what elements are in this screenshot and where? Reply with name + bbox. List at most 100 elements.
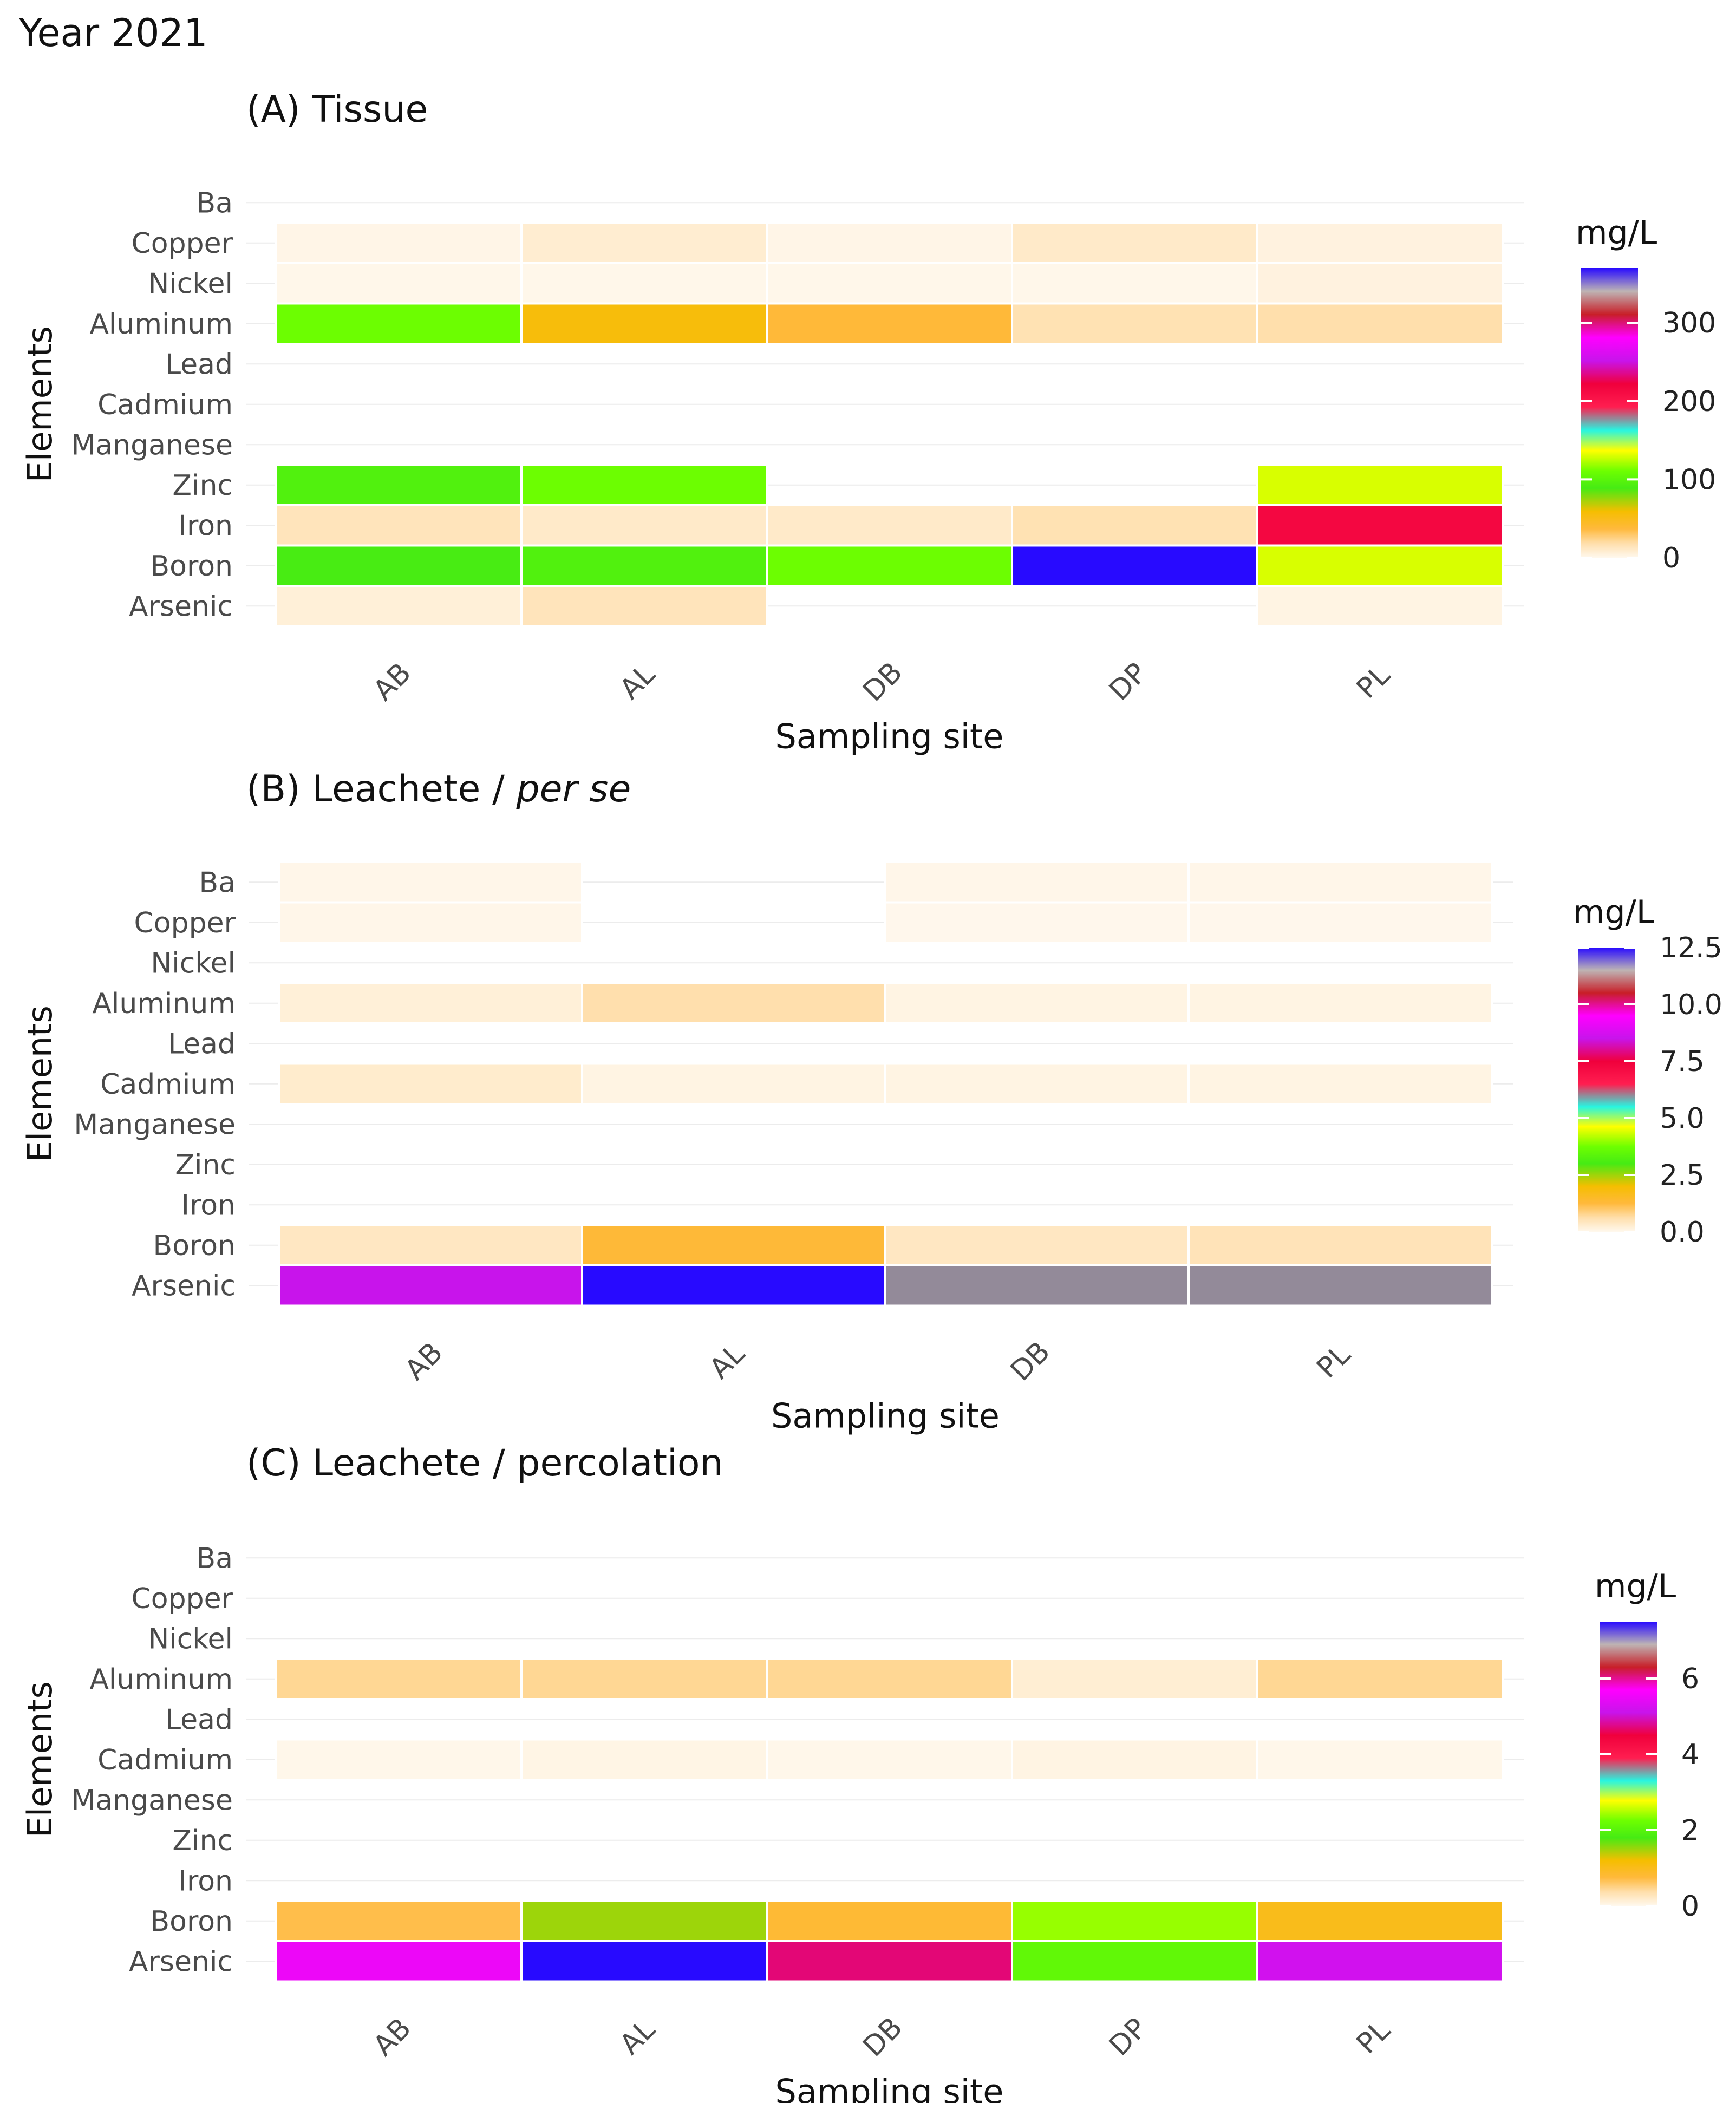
- y-axis-label: Elements: [20, 1681, 60, 1838]
- heatmap-cell-aluminum-pl: [1187, 982, 1493, 1024]
- heatmap-cell-copper-ab: [278, 901, 583, 944]
- y-tick-label: Arsenic: [132, 1270, 236, 1302]
- legend-title: mg/L: [1573, 893, 1655, 931]
- heatmap-panel-0: (A) Tissue Ba Copper Nickel Aluminum Lead Cadm…: [20, 88, 1716, 756]
- heatmap-cell-aluminum-ab: [275, 302, 523, 345]
- legend-tick-label: 6: [1681, 1663, 1699, 1695]
- heatmap-cell-arsenic-ab: [275, 585, 523, 628]
- legend-tick-label: 10.0: [1660, 989, 1722, 1021]
- heatmap-cell-arsenic-pl: [1256, 585, 1504, 628]
- legend-tick-label: 5.0: [1660, 1102, 1705, 1135]
- heatmap-cell-aluminum-db: [766, 1657, 1013, 1700]
- x-tick-label: AL: [614, 658, 661, 706]
- legend-tick-label: 200: [1662, 386, 1716, 418]
- x-tick-label: AB: [367, 2012, 417, 2062]
- heatmap-cell-arsenic-db: [884, 1264, 1190, 1307]
- heatmap-cell-copper-pl: [1187, 901, 1493, 944]
- heatmap-cell-boron-ab: [275, 544, 523, 587]
- heatmap-cell-boron-db: [884, 1224, 1190, 1266]
- heatmap-cell-aluminum-dp: [1011, 1657, 1258, 1700]
- x-tick-label: DB: [857, 2011, 909, 2063]
- legend: mg/L 0 2 4 6: [1595, 1568, 1699, 1923]
- heatmap-cell-nickel-dp: [1011, 262, 1258, 305]
- heatmap-cell-copper-pl: [1256, 221, 1504, 264]
- legend-tick-label: 300: [1662, 307, 1716, 339]
- x-axis-label: Sampling site: [775, 717, 1004, 756]
- legend-tick-label: 12.5: [1660, 932, 1722, 964]
- heatmap-cell-aluminum-ab: [275, 1657, 523, 1700]
- legend-colorbar: [1581, 268, 1638, 558]
- y-tick-label: Zinc: [172, 1825, 233, 1857]
- heatmap-cell-boron-dp: [1011, 1899, 1258, 1942]
- heatmap-cell-boron-al: [581, 1224, 886, 1266]
- x-tick-label: AB: [367, 657, 417, 707]
- heatmap-cell-boron-db: [766, 1899, 1013, 1942]
- x-tick-label: AL: [614, 2013, 661, 2061]
- heatmap-cell-arsenic-pl: [1256, 1940, 1504, 1983]
- heatmap-cell-copper-dp: [1011, 221, 1258, 264]
- legend-tick-label: 2.5: [1660, 1159, 1705, 1192]
- legend-colorbar: [1600, 1622, 1657, 1906]
- legend-colorbar: [1578, 948, 1635, 1232]
- x-axis-label: Sampling site: [771, 1396, 1000, 1436]
- legend: mg/L 0.0 2.5 5.0 7.5 10.0 12.5: [1573, 893, 1722, 1249]
- heatmap-cell-aluminum-db: [766, 302, 1013, 345]
- heatmap-cell-ba-db: [884, 861, 1190, 904]
- heatmap-cell-zinc-al: [520, 463, 768, 506]
- heatmap-cell-cadmium-pl: [1187, 1062, 1493, 1105]
- y-tick-label: Arsenic: [129, 1945, 233, 1978]
- y-tick-label: Nickel: [148, 1623, 233, 1655]
- y-tick-label: Aluminum: [89, 308, 233, 341]
- y-tick-label: Zinc: [172, 469, 233, 502]
- y-tick-label: Lead: [168, 1028, 236, 1060]
- heatmap-cell-aluminum-db: [884, 982, 1190, 1024]
- y-tick-label: Zinc: [175, 1149, 236, 1181]
- y-tick-label: Manganese: [71, 429, 233, 461]
- heatmap-cell-arsenic-ab: [275, 1940, 523, 1983]
- heatmap-cell-cadmium-al: [520, 1738, 768, 1781]
- y-axis-label: Elements: [20, 1005, 60, 1162]
- y-tick-label: Nickel: [151, 947, 236, 979]
- y-tick-label: Iron: [179, 1865, 233, 1897]
- heatmap-cell-zinc-ab: [275, 463, 523, 506]
- legend-tick-label: 0: [1662, 542, 1680, 574]
- x-tick-label: AL: [703, 1337, 751, 1385]
- x-tick-label: DB: [857, 656, 909, 708]
- panel-title: (A) Tissue: [246, 88, 428, 131]
- heatmap-cell-copper-db: [766, 221, 1013, 264]
- heatmap-cell-iron-db: [766, 504, 1013, 547]
- heatmap-cell-nickel-pl: [1256, 262, 1504, 305]
- y-tick-label: Aluminum: [89, 1663, 233, 1696]
- heatmap-cell-iron-pl: [1256, 504, 1504, 547]
- y-tick-label: Manganese: [71, 1784, 233, 1817]
- x-tick-label: AB: [399, 1336, 449, 1387]
- heatmap-cell-boron-dp: [1011, 544, 1258, 587]
- x-axis-label: Sampling site: [775, 2072, 1004, 2103]
- y-tick-label: Ba: [199, 866, 236, 899]
- heatmap-cell-aluminum-al: [520, 1657, 768, 1700]
- panel-title: (C) Leachete / percolation: [246, 1442, 723, 1485]
- y-tick-label: Boron: [151, 550, 233, 583]
- heatmap-cell-cadmium-al: [581, 1062, 886, 1105]
- heatmap-cell-boron-pl: [1187, 1224, 1493, 1266]
- heatmap-cell-arsenic-db: [766, 1940, 1013, 1983]
- legend-title: mg/L: [1576, 214, 1657, 252]
- y-tick-label: Aluminum: [92, 988, 236, 1020]
- heatmap-cell-cadmium-ab: [278, 1062, 583, 1105]
- legend-tick-label: 0: [1681, 1890, 1699, 1923]
- y-axis-label: Elements: [20, 326, 60, 482]
- heatmap-cell-copper-ab: [275, 221, 523, 264]
- heatmap-cell-copper-al: [520, 221, 768, 264]
- figure-title: Year 2021: [18, 11, 208, 55]
- y-tick-label: Ba: [196, 1542, 233, 1575]
- y-tick-label: Cadmium: [97, 1744, 233, 1777]
- heatmap-cell-aluminum-pl: [1256, 1657, 1504, 1700]
- legend-title: mg/L: [1595, 1568, 1676, 1605]
- heatmap-panel-2: (C) Leachete / percolation Ba Copper Nickel…: [20, 1442, 1699, 2103]
- y-tick-label: Iron: [179, 510, 233, 542]
- y-tick-label: Copper: [131, 227, 233, 260]
- x-tick-label: PL: [1310, 1338, 1356, 1384]
- legend-tick-label: 2: [1681, 1814, 1699, 1847]
- heatmap-cell-aluminum-al: [581, 982, 886, 1024]
